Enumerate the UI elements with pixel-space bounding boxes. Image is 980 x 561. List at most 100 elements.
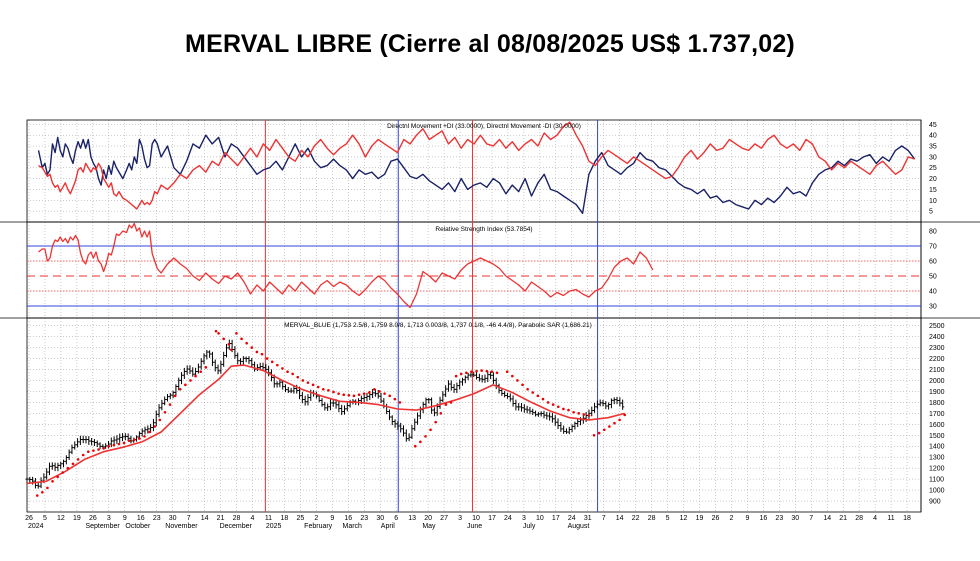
parabolic-sar-dot (215, 330, 218, 333)
dmi-series-plus (39, 135, 915, 213)
parabolic-sar-dot (424, 435, 427, 438)
x-day-tick: 14 (823, 515, 831, 522)
parabolic-sar-dot (113, 444, 116, 447)
y-tick-price: 1800 (929, 400, 945, 407)
x-day-tick: 10 (536, 515, 544, 522)
x-day-tick: 27 (440, 515, 448, 522)
rsi-panel-frame (27, 222, 921, 318)
x-day-tick: 14 (616, 515, 624, 522)
y-tick-rsi: 80 (929, 229, 937, 236)
parabolic-sar-dot (118, 443, 121, 446)
x-day-tick: 3 (458, 515, 462, 522)
parabolic-sar-dot (256, 351, 259, 354)
parabolic-sar-dot (36, 494, 39, 497)
y-tick-rsi: 40 (929, 289, 937, 296)
parabolic-sar-dot (240, 338, 243, 341)
y-tick-price: 2400 (929, 334, 945, 341)
parabolic-sar-dot (337, 392, 340, 395)
y-tick-price: 2000 (929, 378, 945, 385)
parabolic-sar-dot (123, 442, 126, 445)
parabolic-sar-dot (470, 370, 473, 373)
x-month-label: November (165, 523, 198, 530)
y-tick-dmi: 5 (929, 209, 933, 216)
parabolic-sar-dot (296, 376, 299, 379)
y-tick-price: 1400 (929, 444, 945, 451)
parabolic-sar-dot (138, 437, 141, 440)
parabolic-sar-dot (419, 441, 422, 444)
x-day-tick: 6 (394, 515, 398, 522)
parabolic-sar-dot (434, 421, 437, 424)
x-month-label: April (381, 523, 395, 530)
x-day-tick: 13 (408, 515, 416, 522)
parabolic-sar-dot (429, 428, 432, 431)
parabolic-sar-dot (496, 372, 499, 375)
y-tick-price: 1700 (929, 411, 945, 418)
x-day-tick: 19 (696, 515, 704, 522)
x-day-tick: 20 (424, 515, 432, 522)
y-tick-price: 1000 (929, 488, 945, 495)
parabolic-sar-dot (199, 370, 202, 373)
x-day-tick: 11 (887, 515, 894, 522)
x-month-label: September (85, 523, 120, 530)
parabolic-sar-dot (547, 401, 550, 404)
x-day-tick: 16 (759, 515, 767, 522)
parabolic-sar-dot (205, 366, 208, 369)
y-tick-rsi: 70 (929, 244, 937, 251)
parabolic-sar-dot (322, 388, 325, 391)
parabolic-sar-dot (623, 414, 626, 417)
parabolic-sar-dot (332, 391, 335, 394)
parabolic-sar-dot (230, 348, 233, 351)
x-day-tick: 5 (43, 515, 47, 522)
parabolic-sar-dot (388, 395, 391, 398)
x-day-tick: 18 (903, 515, 911, 522)
x-month-label: June (467, 523, 482, 530)
x-day-tick: 9 (330, 515, 334, 522)
y-tick-dmi: 25 (929, 165, 937, 172)
parabolic-sar-dot (598, 432, 601, 435)
y-tick-price: 1100 (929, 477, 944, 484)
parabolic-sar-dot (583, 413, 586, 416)
parabolic-sar-dot (480, 369, 483, 372)
parabolic-sar-dot (194, 375, 197, 378)
y-tick-rsi: 30 (929, 304, 937, 311)
price-moving-average (27, 365, 625, 483)
parabolic-sar-dot (87, 450, 90, 453)
parabolic-sar-dot (460, 373, 463, 376)
x-day-tick: 26 (712, 515, 720, 522)
x-day-tick: 11 (265, 515, 272, 522)
parabolic-sar-dot (222, 338, 225, 341)
parabolic-sar-dot (342, 393, 345, 396)
x-month-label: December (220, 523, 253, 530)
parabolic-sar-dot (511, 375, 514, 378)
parabolic-sar-dot (353, 395, 356, 398)
price-panel-title: MERVAL_BLUE (1,753 2.5/8, 1,759 8.0/8, 1… (284, 322, 592, 329)
parabolic-sar-dot (271, 361, 274, 364)
parabolic-sar-dot (557, 405, 560, 408)
parabolic-sar-dot (399, 401, 402, 404)
y-tick-price: 1900 (929, 389, 945, 396)
parabolic-sar-dot (164, 411, 167, 414)
x-day-tick: 28 (648, 515, 656, 522)
parabolic-sar-dot (552, 403, 555, 406)
x-month-label: October (125, 523, 151, 530)
x-day-tick: 21 (217, 515, 225, 522)
x-day-tick: 4 (873, 515, 877, 522)
y-tick-dmi: 40 (929, 133, 937, 140)
y-tick-price: 1600 (929, 422, 945, 429)
x-day-tick: 30 (376, 515, 384, 522)
parabolic-sar-dot (133, 438, 136, 441)
x-day-tick: 25 (296, 515, 304, 522)
parabolic-sar-dot (179, 388, 182, 391)
grid-layer (27, 120, 921, 512)
parabolic-sar-dot (593, 434, 596, 437)
x-day-tick: 23 (153, 515, 161, 522)
x-day-tick: 31 (584, 515, 592, 522)
parabolic-sar-dot (358, 393, 361, 396)
x-day-tick: 3 (107, 515, 111, 522)
parabolic-sar-dot (77, 458, 80, 461)
parabolic-sar-dot (61, 471, 64, 474)
parabolic-sar-dot (572, 411, 575, 414)
parabolic-sar-dot (312, 384, 315, 387)
price-panel-frame (27, 318, 921, 512)
parabolic-sar-dot (567, 409, 570, 412)
